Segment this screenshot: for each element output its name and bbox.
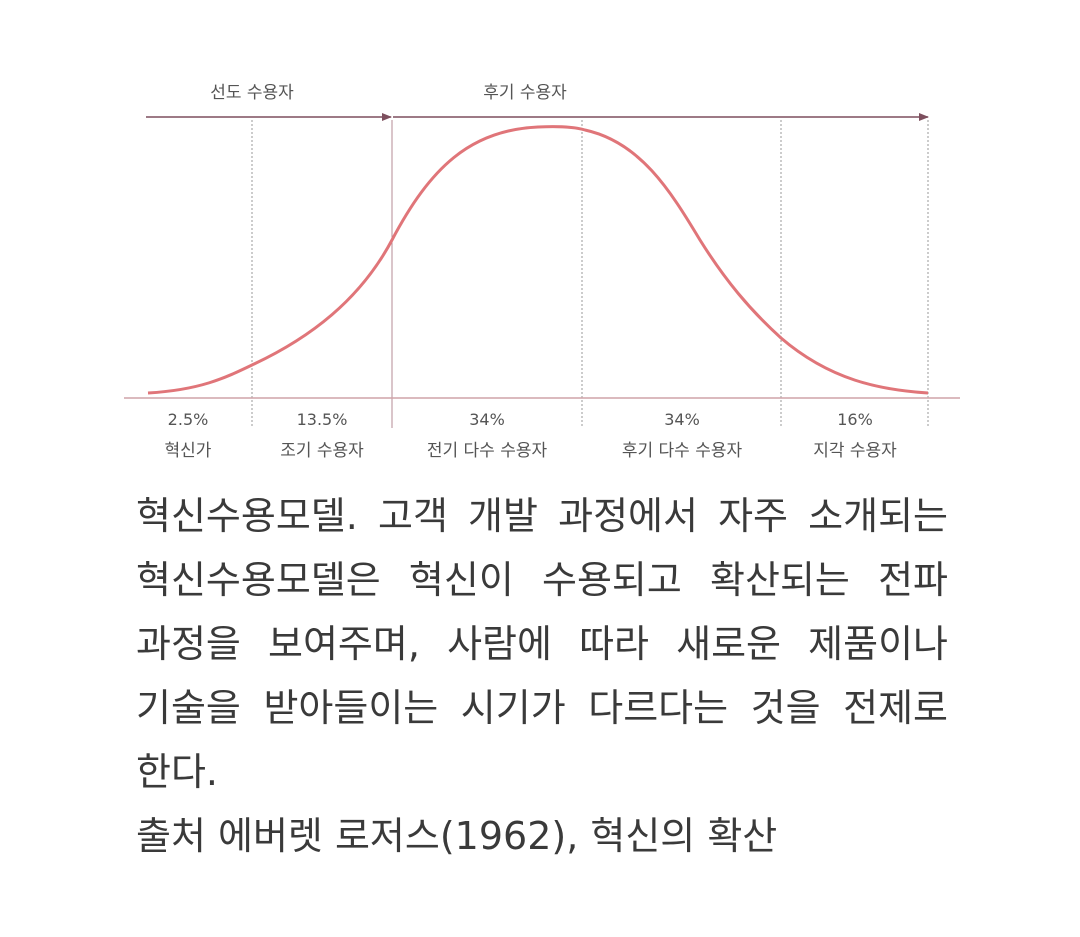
segment-percent: 34%	[469, 410, 505, 429]
caption: 혁신수용모델. 고객 개발 과정에서 자주 소개되는 혁신수용모델은 혁신이 수…	[136, 484, 948, 868]
segment-label: 지각 수용자	[813, 441, 897, 461]
segment-percent: 34%	[664, 410, 700, 429]
segment-laggards: 16% 지각 수용자	[813, 410, 897, 461]
bell-curve	[147, 125, 929, 395]
segment-late-majority: 34% 후기 다수 수용자	[622, 410, 743, 461]
segment-percent: 13.5%	[297, 410, 348, 429]
early-adopters-label: 선도 수용자	[210, 83, 294, 103]
segment-label: 전기 다수 수용자	[427, 441, 548, 461]
segment-early-majority: 34% 전기 다수 수용자	[427, 410, 548, 461]
caption-source: 출처 에버렛 로저스(1962), 혁신의 확산	[136, 814, 778, 858]
segment-label: 조기 수용자	[280, 441, 364, 461]
caption-body: 혁신수용모델. 고객 개발 과정에서 자주 소개되는 혁신수용모델은 혁신이 수…	[136, 494, 948, 794]
late-adopters-label: 후기 수용자	[483, 83, 567, 103]
segment-label: 혁신가	[165, 441, 212, 461]
segment-percent: 2.5%	[168, 410, 209, 429]
segment-early-adopters: 13.5% 조기 수용자	[280, 410, 364, 461]
adoption-curve-diagram: 선도 수용자 후기 수용자 2.5% 혁신가 13.5% 조기 수용자 34% …	[124, 83, 960, 461]
segment-label: 후기 다수 수용자	[622, 441, 743, 461]
segment-innovators: 2.5% 혁신가	[165, 410, 212, 461]
segment-percent: 16%	[837, 410, 873, 429]
